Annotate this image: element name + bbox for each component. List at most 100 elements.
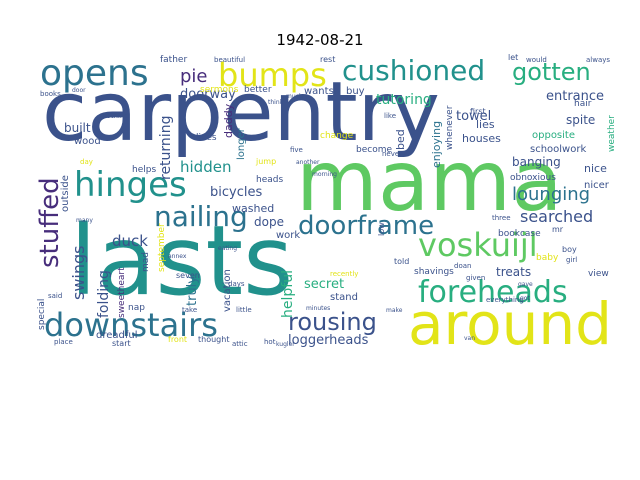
word-kugler: kugler	[276, 341, 295, 348]
word-let: let	[508, 53, 518, 62]
word-bicycles: bicycles	[210, 185, 262, 200]
word-first: first	[470, 107, 486, 116]
word-duck: duck	[112, 232, 148, 250]
word-minutes: minutes	[306, 305, 330, 312]
word-doan: doan	[454, 262, 471, 270]
word-cloud-background	[40, 52, 620, 346]
word-opposite: opposite	[532, 130, 575, 141]
word-everything: everything	[486, 296, 524, 304]
word-dope: dope	[254, 215, 284, 229]
word-many: many	[76, 217, 93, 224]
word-mr: mr	[552, 225, 564, 234]
word-got: got	[520, 295, 530, 302]
word-helpful: helpful	[280, 270, 296, 318]
word-downstairs: downstairs	[44, 306, 218, 344]
word-doorframe: doorframe	[298, 211, 434, 241]
word-think: think	[268, 99, 284, 106]
word-mad: mad	[141, 252, 151, 272]
word-folding: folding	[96, 270, 112, 318]
word-houses: houses	[462, 132, 501, 145]
word-little: little	[236, 306, 252, 314]
word-days: days	[228, 280, 245, 288]
word-beautiful: beautiful	[214, 56, 245, 64]
word-baby: baby	[536, 253, 559, 263]
word-hair: hair	[574, 99, 592, 109]
word-september: september	[157, 223, 167, 272]
word-better: better	[244, 85, 272, 95]
word-heads: heads	[256, 175, 283, 185]
word-lounging: lounging	[512, 184, 590, 205]
word-bookcase: bookcase	[498, 229, 541, 239]
word-wants: wants	[304, 86, 334, 97]
word-books: books	[40, 90, 61, 98]
word-whenever: whenever	[445, 105, 455, 150]
word-dreadful: dreadful	[96, 330, 138, 341]
word-bed: bed	[394, 129, 407, 150]
word-pie: pie	[180, 66, 208, 87]
word-rest: rest	[320, 55, 335, 64]
word-vacation: vacation	[222, 269, 233, 312]
word-another: another	[296, 159, 320, 166]
word-eating: eating	[218, 245, 237, 252]
word-rousing: rousing	[288, 308, 377, 336]
word-view: view	[588, 269, 609, 279]
word-swings: swings	[69, 246, 88, 301]
word-father: father	[160, 55, 187, 65]
word-gave: gave	[518, 281, 533, 288]
word-tutoring: tutoring	[376, 92, 432, 108]
word-returning: returning	[158, 116, 174, 180]
word-towel: towel	[456, 109, 491, 124]
word-gotten: gotten	[512, 58, 591, 86]
word-recently: recently	[330, 270, 358, 278]
word-lives: lives	[196, 133, 217, 143]
word-girl: girl	[566, 256, 577, 264]
word-stuffed: stuffed	[35, 177, 65, 268]
word-nicer: nicer	[584, 180, 610, 191]
word-around: around	[408, 290, 612, 358]
word-special: special	[37, 299, 47, 330]
word-mama: mama	[296, 132, 563, 230]
word-seven: seven	[176, 271, 200, 280]
word-spite: spite	[566, 113, 595, 127]
plot-title: 1942-08-21	[276, 31, 364, 49]
word-take: take	[182, 306, 197, 314]
word-foreheads: foreheads	[418, 275, 568, 310]
word-buy: buy	[346, 86, 365, 97]
word-front: front	[168, 335, 187, 344]
word-cushioned: cushioned	[342, 54, 485, 87]
word-place: place	[54, 338, 73, 346]
word-nap: nap	[128, 303, 145, 313]
word-make: make	[386, 307, 403, 314]
word-daddy: daddy	[222, 103, 235, 138]
word-like: like	[384, 112, 396, 120]
word-low: low	[377, 222, 386, 236]
word-morning: morning	[312, 171, 337, 178]
word-lasts: lasts	[70, 205, 293, 317]
word-weather: weather	[607, 115, 617, 152]
word-never: never	[382, 150, 402, 158]
word-much: much	[286, 93, 303, 100]
word-sermons: sermons	[200, 85, 239, 95]
word-door: door	[72, 87, 86, 94]
word-searched: searched	[520, 207, 593, 226]
word-built: built	[64, 121, 91, 135]
word-entrance: entrance	[546, 89, 604, 104]
word-nothing: nothing	[102, 112, 129, 120]
word-thought: thought	[198, 335, 229, 344]
word-truly: truly	[185, 276, 200, 306]
word-work: work	[276, 230, 300, 241]
word-bumps: bumps	[218, 56, 327, 94]
word-banging: banging	[512, 155, 561, 169]
word-enjoying: enjoying	[430, 121, 443, 168]
word-longer: longer	[236, 127, 247, 160]
word-schoolwork: schoolwork	[530, 144, 586, 155]
word-always: always	[586, 56, 610, 64]
word-nailing: nailing	[154, 200, 248, 233]
word-three: three	[492, 214, 511, 222]
word-become: become	[356, 145, 392, 155]
word-given: given	[466, 274, 485, 282]
word-said: said	[48, 292, 62, 300]
word-doorway: doorway	[180, 87, 236, 102]
word-change: change	[320, 131, 354, 141]
word-van: van	[464, 335, 475, 342]
